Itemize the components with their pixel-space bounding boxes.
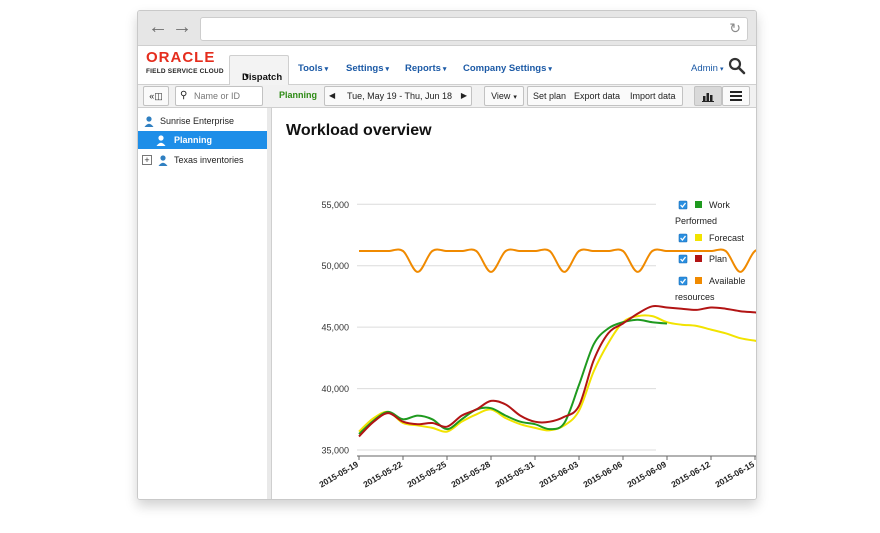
browser-toolbar: ← → ↻ — [138, 11, 756, 46]
checkmark-icon — [680, 256, 687, 263]
tree-item-texas-inventories[interactable]: + Texas inventories — [138, 151, 267, 169]
x-tick-label: 2015-06-12 — [669, 459, 712, 490]
search-icon[interactable] — [728, 57, 746, 75]
chart-view-button[interactable] — [694, 86, 722, 106]
legend-label: Performed — [675, 216, 717, 226]
checkmark-icon — [680, 278, 687, 285]
legend-label: Plan — [709, 254, 727, 264]
x-tick-label: 2015-05-22 — [361, 459, 404, 490]
series-line-available-resources — [358, 248, 756, 273]
search-field[interactable]: ⚲ Name or ID — [175, 86, 263, 106]
url-field[interactable]: ↻ — [200, 17, 748, 41]
y-tick-label: 45,000 — [321, 323, 349, 333]
legend-label: Available — [709, 276, 745, 286]
series-line-forecast — [358, 314, 756, 433]
tree-item-label: Sunrise Enterprise — [160, 116, 235, 126]
x-tick-label: 2015-06-06 — [581, 459, 624, 490]
oracle-logo: ORACLE — [146, 49, 216, 66]
y-tick-label: 40,000 — [321, 384, 349, 394]
caret-down-icon: ▾ — [548, 66, 552, 73]
legend-label: Work — [709, 200, 730, 210]
nav-dispatch[interactable]: Dispatch ▾ — [229, 55, 289, 85]
x-tick-label: 2015-06-09 — [625, 459, 668, 490]
legend-checkbox[interactable] — [678, 254, 688, 264]
legend-checkbox[interactable] — [678, 200, 688, 210]
list-icon — [730, 91, 742, 101]
series-line-plan — [358, 304, 756, 438]
caret-down-icon: ▾ — [385, 66, 389, 73]
legend-checkbox[interactable] — [678, 276, 688, 286]
resource-tree: Sunrise Enterprise Planning + Texas inve… — [138, 108, 268, 499]
y-tick-label: 50,000 — [321, 261, 349, 271]
legend-swatch — [695, 277, 702, 284]
caret-down-icon: ▾ — [324, 66, 329, 73]
legend-swatch — [695, 234, 702, 241]
checkmark-icon — [680, 202, 687, 209]
tab-planning[interactable]: Planning — [279, 90, 317, 100]
date-range-label: Tue, May 19 - Thu, Jun 18 — [347, 91, 453, 101]
arrow-right-icon[interactable]: → — [172, 16, 192, 38]
series-line-work-performed — [358, 318, 668, 435]
search-placeholder: Name or ID — [194, 91, 241, 101]
prev-period-icon[interactable]: ◀ — [329, 91, 336, 100]
tree-collapse-icon: «◫ — [149, 91, 163, 101]
x-tick-label: 2015-05-31 — [493, 459, 536, 490]
legend-swatch — [695, 255, 702, 262]
date-range-picker[interactable]: ◀ Tue, May 19 - Thu, Jun 18 ▶ — [324, 86, 472, 106]
page-title: Workload overview — [286, 122, 432, 139]
main-content: Workload overview 35,000 40,000 45,000 50,0… — [272, 108, 756, 499]
person-icon — [156, 135, 166, 146]
collapse-tree-button[interactable]: «◫ — [143, 86, 169, 106]
export-data-button[interactable]: Export data — [574, 91, 621, 101]
app-header: ORACLE FIELD SERVICE CLOUD Dispatch ▾ Too… — [138, 46, 756, 85]
legend-checkbox[interactable] — [678, 233, 688, 243]
y-tick-label: 35,000 — [321, 446, 349, 456]
nav-company-settings[interactable]: Company Settings ▾ — [463, 63, 552, 74]
browser-window: ← → ↻ ORACLE FIELD SERVICE CLOUD Dispatc… — [137, 10, 757, 500]
x-tick-label: 2015-05-19 — [317, 459, 360, 490]
nav-tools[interactable]: Tools ▾ — [298, 63, 329, 74]
caret-down-icon: ▾ — [719, 66, 724, 73]
view-dropdown[interactable]: View ▾ — [484, 86, 524, 106]
set-plan-button[interactable]: Set plan — [533, 91, 567, 101]
view-label: View — [491, 91, 511, 101]
caret-down-icon: ▾ — [245, 73, 249, 80]
nav-reports[interactable]: Reports ▾ — [405, 63, 447, 74]
tree-item-label: Texas inventories — [174, 155, 244, 165]
x-tick-label: 2015-06-03 — [537, 459, 580, 490]
magnifier-icon: ⚲ — [180, 90, 188, 101]
checkmark-icon — [680, 235, 687, 242]
nav-settings[interactable]: Settings ▾ — [346, 63, 389, 74]
y-tick-label: 55,000 — [321, 200, 349, 210]
pane-splitter[interactable] — [267, 108, 272, 499]
workload-chart: 35,000 40,000 45,000 50,000 55,000 2015-05-19… — [317, 200, 756, 490]
person-icon — [144, 116, 154, 127]
x-tick-label: 2015-06-15 — [713, 459, 756, 490]
x-tick-label: 2015-05-28 — [449, 459, 492, 490]
reload-icon[interactable]: ↻ — [729, 20, 741, 36]
nav-dispatch-label: Dispatch — [242, 72, 283, 83]
admin-menu[interactable]: Admin ▾ — [691, 63, 724, 74]
legend-label: resources — [675, 292, 715, 302]
tree-item-planning[interactable]: Planning — [138, 131, 267, 149]
bar-chart-icon — [702, 93, 714, 102]
legend-label: Forecast — [709, 233, 745, 243]
arrow-left-icon[interactable]: ← — [148, 16, 168, 38]
logo-subtitle: FIELD SERVICE CLOUD — [146, 68, 224, 75]
x-tick-label: 2015-05-25 — [405, 459, 448, 490]
import-data-button[interactable]: Import data — [630, 91, 676, 101]
data-actions-group: Set plan Export data Import data — [527, 86, 683, 106]
caret-down-icon: ▾ — [442, 66, 447, 73]
list-view-button[interactable] — [722, 86, 750, 106]
tree-item-sunrise-enterprise[interactable]: Sunrise Enterprise — [138, 112, 267, 130]
expand-icon[interactable]: + — [142, 155, 152, 165]
person-icon — [158, 155, 168, 166]
next-period-icon[interactable]: ▶ — [460, 91, 467, 100]
tree-item-label: Planning — [174, 135, 212, 145]
legend-swatch — [695, 201, 702, 208]
toolbar: «◫ ⚲ Name or ID Planning ◀ Tue, May 19 -… — [138, 85, 756, 108]
caret-down-icon: ▾ — [513, 94, 517, 101]
